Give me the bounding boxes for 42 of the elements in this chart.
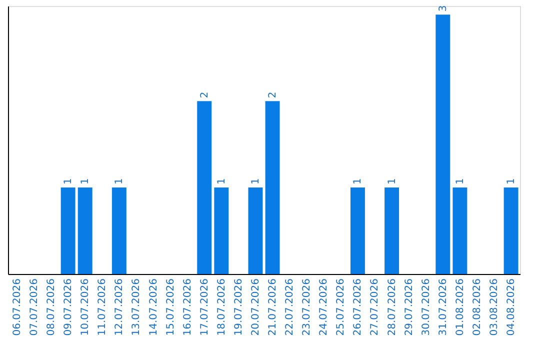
data-label: 3 xyxy=(438,5,449,12)
x-tick-label: 23.07.2026 xyxy=(302,278,313,336)
x-tick-label: 03.08.2026 xyxy=(489,278,500,336)
x-tick-label: 12.07.2026 xyxy=(114,278,126,336)
x-tick-label: 09.07.2026 xyxy=(63,278,74,336)
x-tick-label: 28.07.2026 xyxy=(386,278,398,336)
data-label: 1 xyxy=(454,178,466,185)
x-tick-label: 13.07.2026 xyxy=(131,278,142,336)
x-tick-label: 20.07.2026 xyxy=(250,278,262,336)
data-label: 1 xyxy=(250,178,262,185)
data-label: 1 xyxy=(63,178,74,185)
data-label: 2 xyxy=(199,92,210,98)
x-tick-label: 04.08.2026 xyxy=(506,278,518,336)
x-tick-label: 10.07.2026 xyxy=(80,278,92,336)
x-tick-label: 06.07.2026 xyxy=(12,278,23,336)
x-tick-label: 18.07.2026 xyxy=(216,278,228,336)
x-tick-label: 11.07.2026 xyxy=(97,278,108,336)
x-tick-label: 29.07.2026 xyxy=(404,278,415,336)
x-tick-label: 27.07.2026 xyxy=(370,278,381,336)
data-label: 1 xyxy=(114,178,126,185)
data-label: 2 xyxy=(268,92,279,98)
x-tick-label: 07.07.2026 xyxy=(28,278,40,336)
x-tick-label: 30.07.2026 xyxy=(420,278,432,336)
x-tick-label: 08.07.2026 xyxy=(46,278,58,336)
x-tick-label: 15.07.2026 xyxy=(165,278,176,336)
x-tick-label: 31.07.2026 xyxy=(438,278,449,336)
x-tick-label: 14.07.2026 xyxy=(148,278,160,336)
data-label: 1 xyxy=(506,178,518,185)
x-tick-label: 25.07.2026 xyxy=(336,278,347,336)
data-label: 1 xyxy=(386,178,398,185)
x-tick-label: 21.07.2026 xyxy=(268,278,279,336)
x-tick-label: 22.07.2026 xyxy=(284,278,296,336)
data-label: 1 xyxy=(216,178,228,185)
data-label: 1 xyxy=(352,178,364,185)
data-label: 1 xyxy=(80,178,92,185)
x-tick-label: 19.07.2026 xyxy=(233,278,244,336)
x-tick-label: 02.08.2026 xyxy=(472,278,483,336)
x-tick-label: 24.07.2026 xyxy=(318,278,330,336)
x-tick-label: 01.08.2026 xyxy=(454,278,466,336)
x-tick-label: 26.07.2026 xyxy=(352,278,364,336)
x-tick-label: 16.07.2026 xyxy=(182,278,194,336)
x-tick-label: 17.07.2026 xyxy=(199,278,210,336)
